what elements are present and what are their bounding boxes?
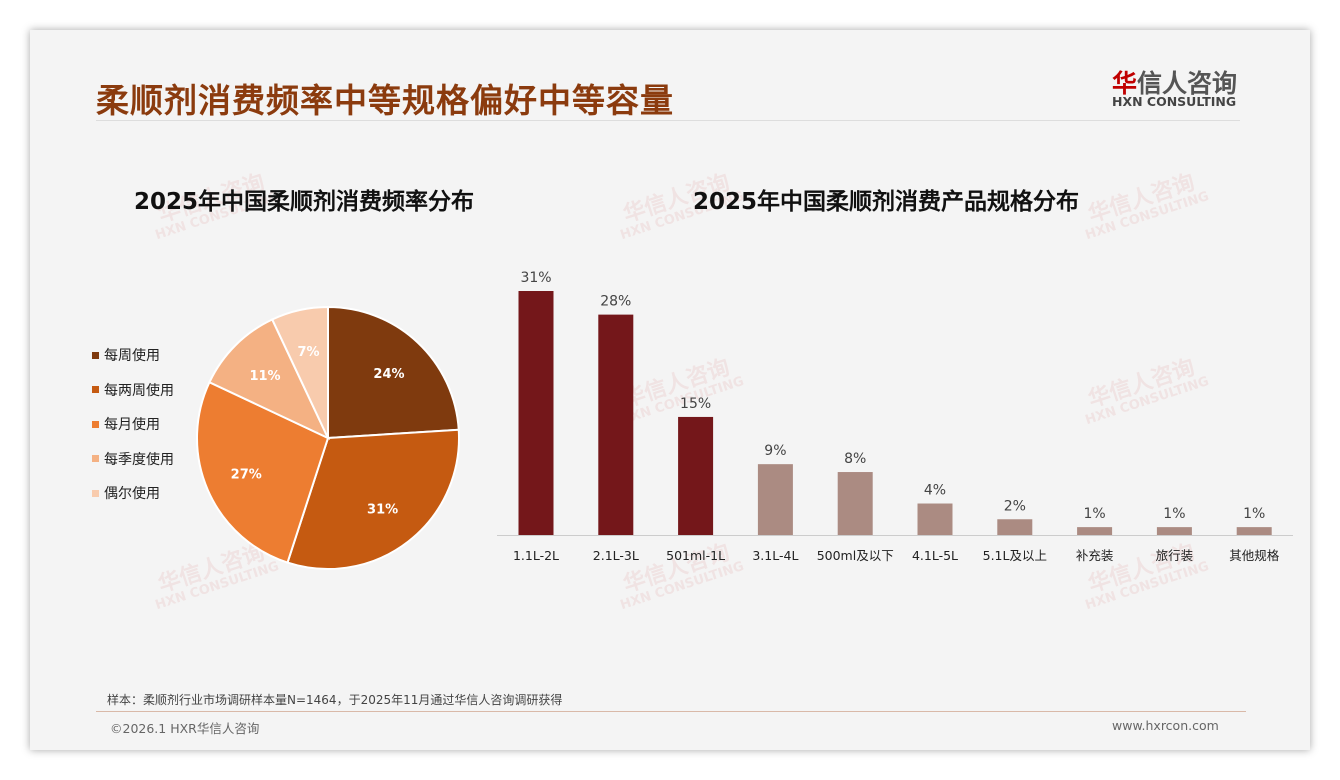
- x-tick-label: 500ml及以下: [817, 548, 894, 563]
- bar-value-label: 1%: [1243, 506, 1265, 522]
- x-tick-label: 2.1L-3L: [593, 548, 639, 563]
- pie-label: 7%: [298, 345, 320, 360]
- legend-item: 每周使用: [92, 345, 160, 365]
- bar-value-label: 1%: [1163, 506, 1185, 522]
- website: www.hxrcon.com: [1112, 718, 1219, 733]
- bar-value-label: 9%: [764, 443, 786, 459]
- legend-swatch: [92, 455, 99, 462]
- pie-title: 2025年中国柔顺剂消费频率分布: [134, 189, 475, 215]
- x-tick-label: 4.1L-5L: [912, 548, 958, 563]
- logo-en: HXN CONSULTING: [1112, 94, 1237, 109]
- bar-value-label: 15%: [680, 396, 711, 412]
- bar-value-label: 4%: [924, 483, 946, 499]
- page-title: 柔顺剂消费频率中等规格偏好中等容量: [96, 81, 674, 120]
- pie-label: 24%: [373, 367, 404, 382]
- pie-slice: [196, 380, 330, 564]
- x-tick-label: 3.1L-4L: [752, 548, 798, 563]
- title-divider: [96, 120, 1240, 121]
- legend-swatch: [92, 420, 99, 428]
- bar-value-label: 1%: [1083, 506, 1105, 522]
- bar-title: 2025年中国柔顺剂消费产品规格分布: [693, 189, 1080, 215]
- x-tick-label: 5.1L及以上: [983, 548, 1047, 563]
- bar-value-label: 2%: [1004, 498, 1026, 514]
- legend-swatch: [92, 351, 99, 359]
- bar: [1156, 527, 1192, 535]
- copyright: ©2026.1 HXR华信人咨询: [110, 721, 260, 736]
- bar: [678, 416, 714, 535]
- sample-note: 样本：柔顺剂行业市场调研样本量N=1464，于2025年11月通过华信人咨询调研…: [107, 693, 563, 707]
- legend-item: 每月使用: [92, 414, 160, 434]
- legend-label: 每周使用: [104, 348, 160, 364]
- bar: [518, 291, 554, 535]
- bar: [757, 464, 793, 535]
- logo-red: 华: [1112, 69, 1138, 98]
- bar: [837, 472, 873, 535]
- bar-value-label: 31%: [520, 270, 551, 286]
- bar: [1236, 527, 1272, 535]
- pie-slice: [208, 318, 331, 441]
- pie-label: 27%: [231, 467, 262, 482]
- pie-slice: [270, 305, 329, 439]
- legend-swatch: [92, 386, 99, 393]
- x-tick-label: 其他规格: [1229, 548, 1280, 563]
- pie-slice: [327, 305, 460, 440]
- legend-item: 每季度使用: [92, 449, 174, 469]
- charts-svg: 24% 31% 27% 11% 7% 31% 1.1L-2L 28% 2.1L-3L 15% 501…: [196, 270, 1293, 570]
- legend-item: 每两周使用: [92, 380, 174, 400]
- logo: 华信人咨询: [1112, 64, 1237, 100]
- legend-label: 每两周使用: [104, 382, 174, 399]
- bar-value-label: 8%: [844, 451, 866, 467]
- logo-rest: 信人咨询: [1137, 69, 1238, 98]
- bar: [917, 503, 953, 535]
- legend-swatch: [92, 489, 99, 497]
- bar: [598, 314, 634, 535]
- legend-label: 偶尔使用: [104, 486, 160, 502]
- footer-divider: [96, 711, 1246, 712]
- bar-value-label: 28%: [600, 294, 631, 310]
- x-tick-label: 1.1L-2L: [513, 548, 559, 563]
- legend-label: 每月使用: [104, 417, 160, 433]
- x-tick-label: 501ml-1L: [666, 548, 725, 563]
- x-tick-label: 补充装: [1076, 548, 1114, 563]
- pie-label: 31%: [367, 502, 398, 517]
- legend-item: 偶尔使用: [92, 483, 160, 503]
- pie-slice: [286, 428, 460, 570]
- bar: [997, 519, 1033, 535]
- slide: 柔顺剂消费频率中等规格偏好中等容量 华信人咨询 HXN CONSULTING 华…: [30, 30, 1310, 750]
- legend-label: 每季度使用: [104, 451, 174, 468]
- bar: [1077, 527, 1113, 535]
- pie-label: 11%: [249, 369, 280, 384]
- x-tick-label: 旅行装: [1156, 548, 1194, 563]
